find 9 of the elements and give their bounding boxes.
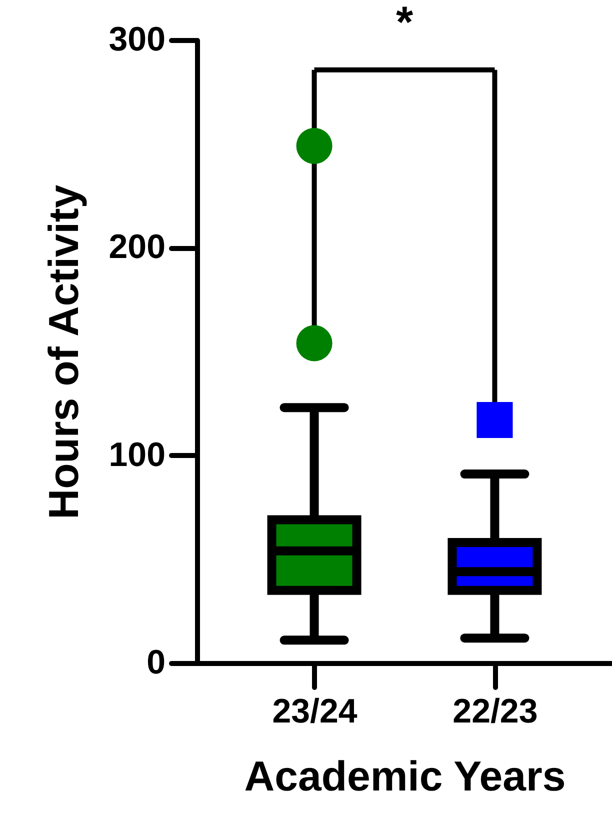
y-tick-label: 300 xyxy=(108,20,166,58)
y-tick-label: 0 xyxy=(146,644,166,682)
y-axis-title: Hours of Activity xyxy=(40,184,87,520)
x-tick-label: 23/24 xyxy=(272,692,358,730)
annotation: * xyxy=(396,0,414,47)
x-tick-label: 22/23 xyxy=(452,692,538,730)
y-tick-label: 100 xyxy=(108,436,166,474)
y-tick-label: 200 xyxy=(108,228,166,266)
x-axis-title: Academic Years xyxy=(244,752,566,800)
